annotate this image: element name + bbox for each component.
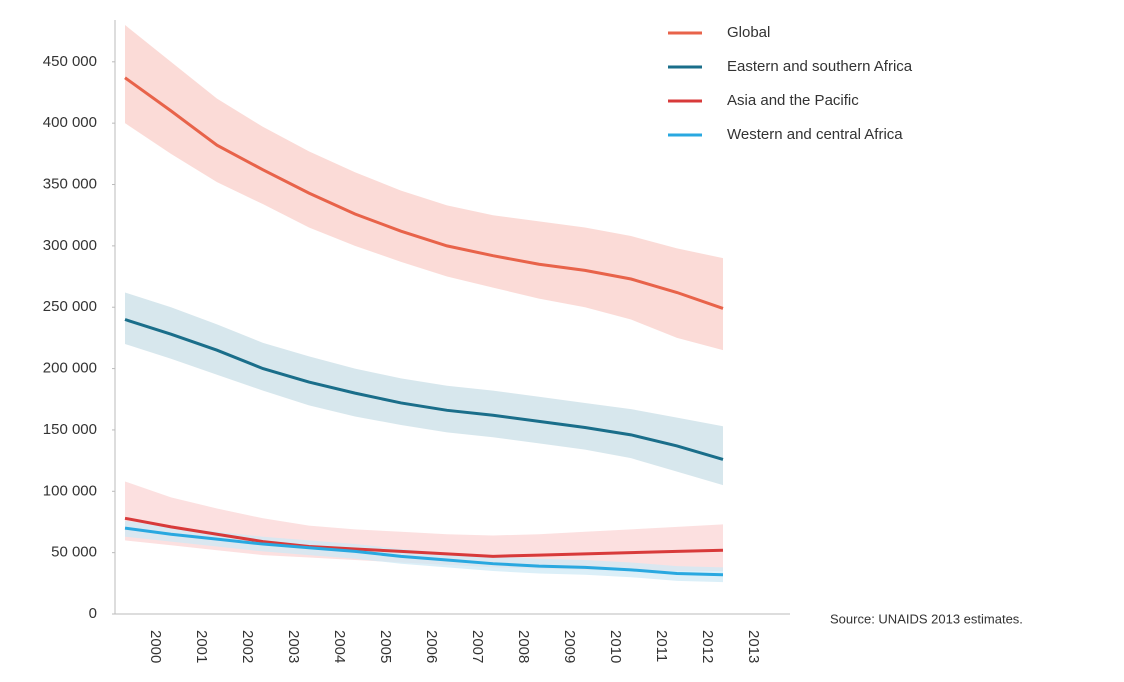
x-tick-label: 2008	[515, 630, 532, 663]
y-tick-label: 50 000	[51, 544, 97, 561]
series-line	[124, 76, 724, 310]
legend-label: Western and central Africa	[727, 126, 903, 143]
x-tick-label: 2006	[423, 630, 440, 663]
series-line	[124, 526, 724, 577]
y-tick-label: 100 000	[43, 482, 97, 499]
x-tick-label: 2003	[285, 630, 302, 663]
series-line	[124, 318, 724, 461]
x-tick-label: 2012	[699, 630, 716, 663]
y-tick-label: 400 000	[43, 114, 97, 131]
x-tick-label: 2011	[653, 630, 670, 662]
y-tick-label: 300 000	[43, 237, 97, 254]
series-line	[124, 516, 724, 558]
legend-label: Eastern and southern Africa	[727, 58, 913, 75]
y-tick-label: 450 000	[43, 53, 97, 70]
y-tick-label: 150 000	[43, 421, 97, 438]
x-tick-label: 2004	[331, 630, 348, 663]
x-tick-label: 2013	[745, 630, 762, 663]
source-note: Source: UNAIDS 2013 estimates.	[830, 611, 1023, 626]
x-tick-label: 2009	[561, 630, 578, 663]
legend-label: Asia and the Pacific	[727, 92, 859, 109]
uncertainty-band	[125, 292, 723, 486]
x-tick-label: 2001	[193, 630, 210, 663]
x-tick-label: 2000	[147, 630, 164, 663]
y-tick-label: 250 000	[43, 298, 97, 315]
x-tick-label: 2002	[239, 630, 256, 663]
y-tick-label: 200 000	[43, 360, 97, 377]
legend-label: Global	[727, 24, 770, 41]
y-tick-label: 350 000	[43, 175, 97, 192]
uncertainty-band	[125, 25, 723, 351]
x-tick-label: 2005	[377, 630, 394, 663]
x-tick-label: 2007	[469, 630, 486, 663]
y-tick-label: 0	[89, 605, 97, 622]
x-tick-label: 2010	[607, 630, 624, 663]
